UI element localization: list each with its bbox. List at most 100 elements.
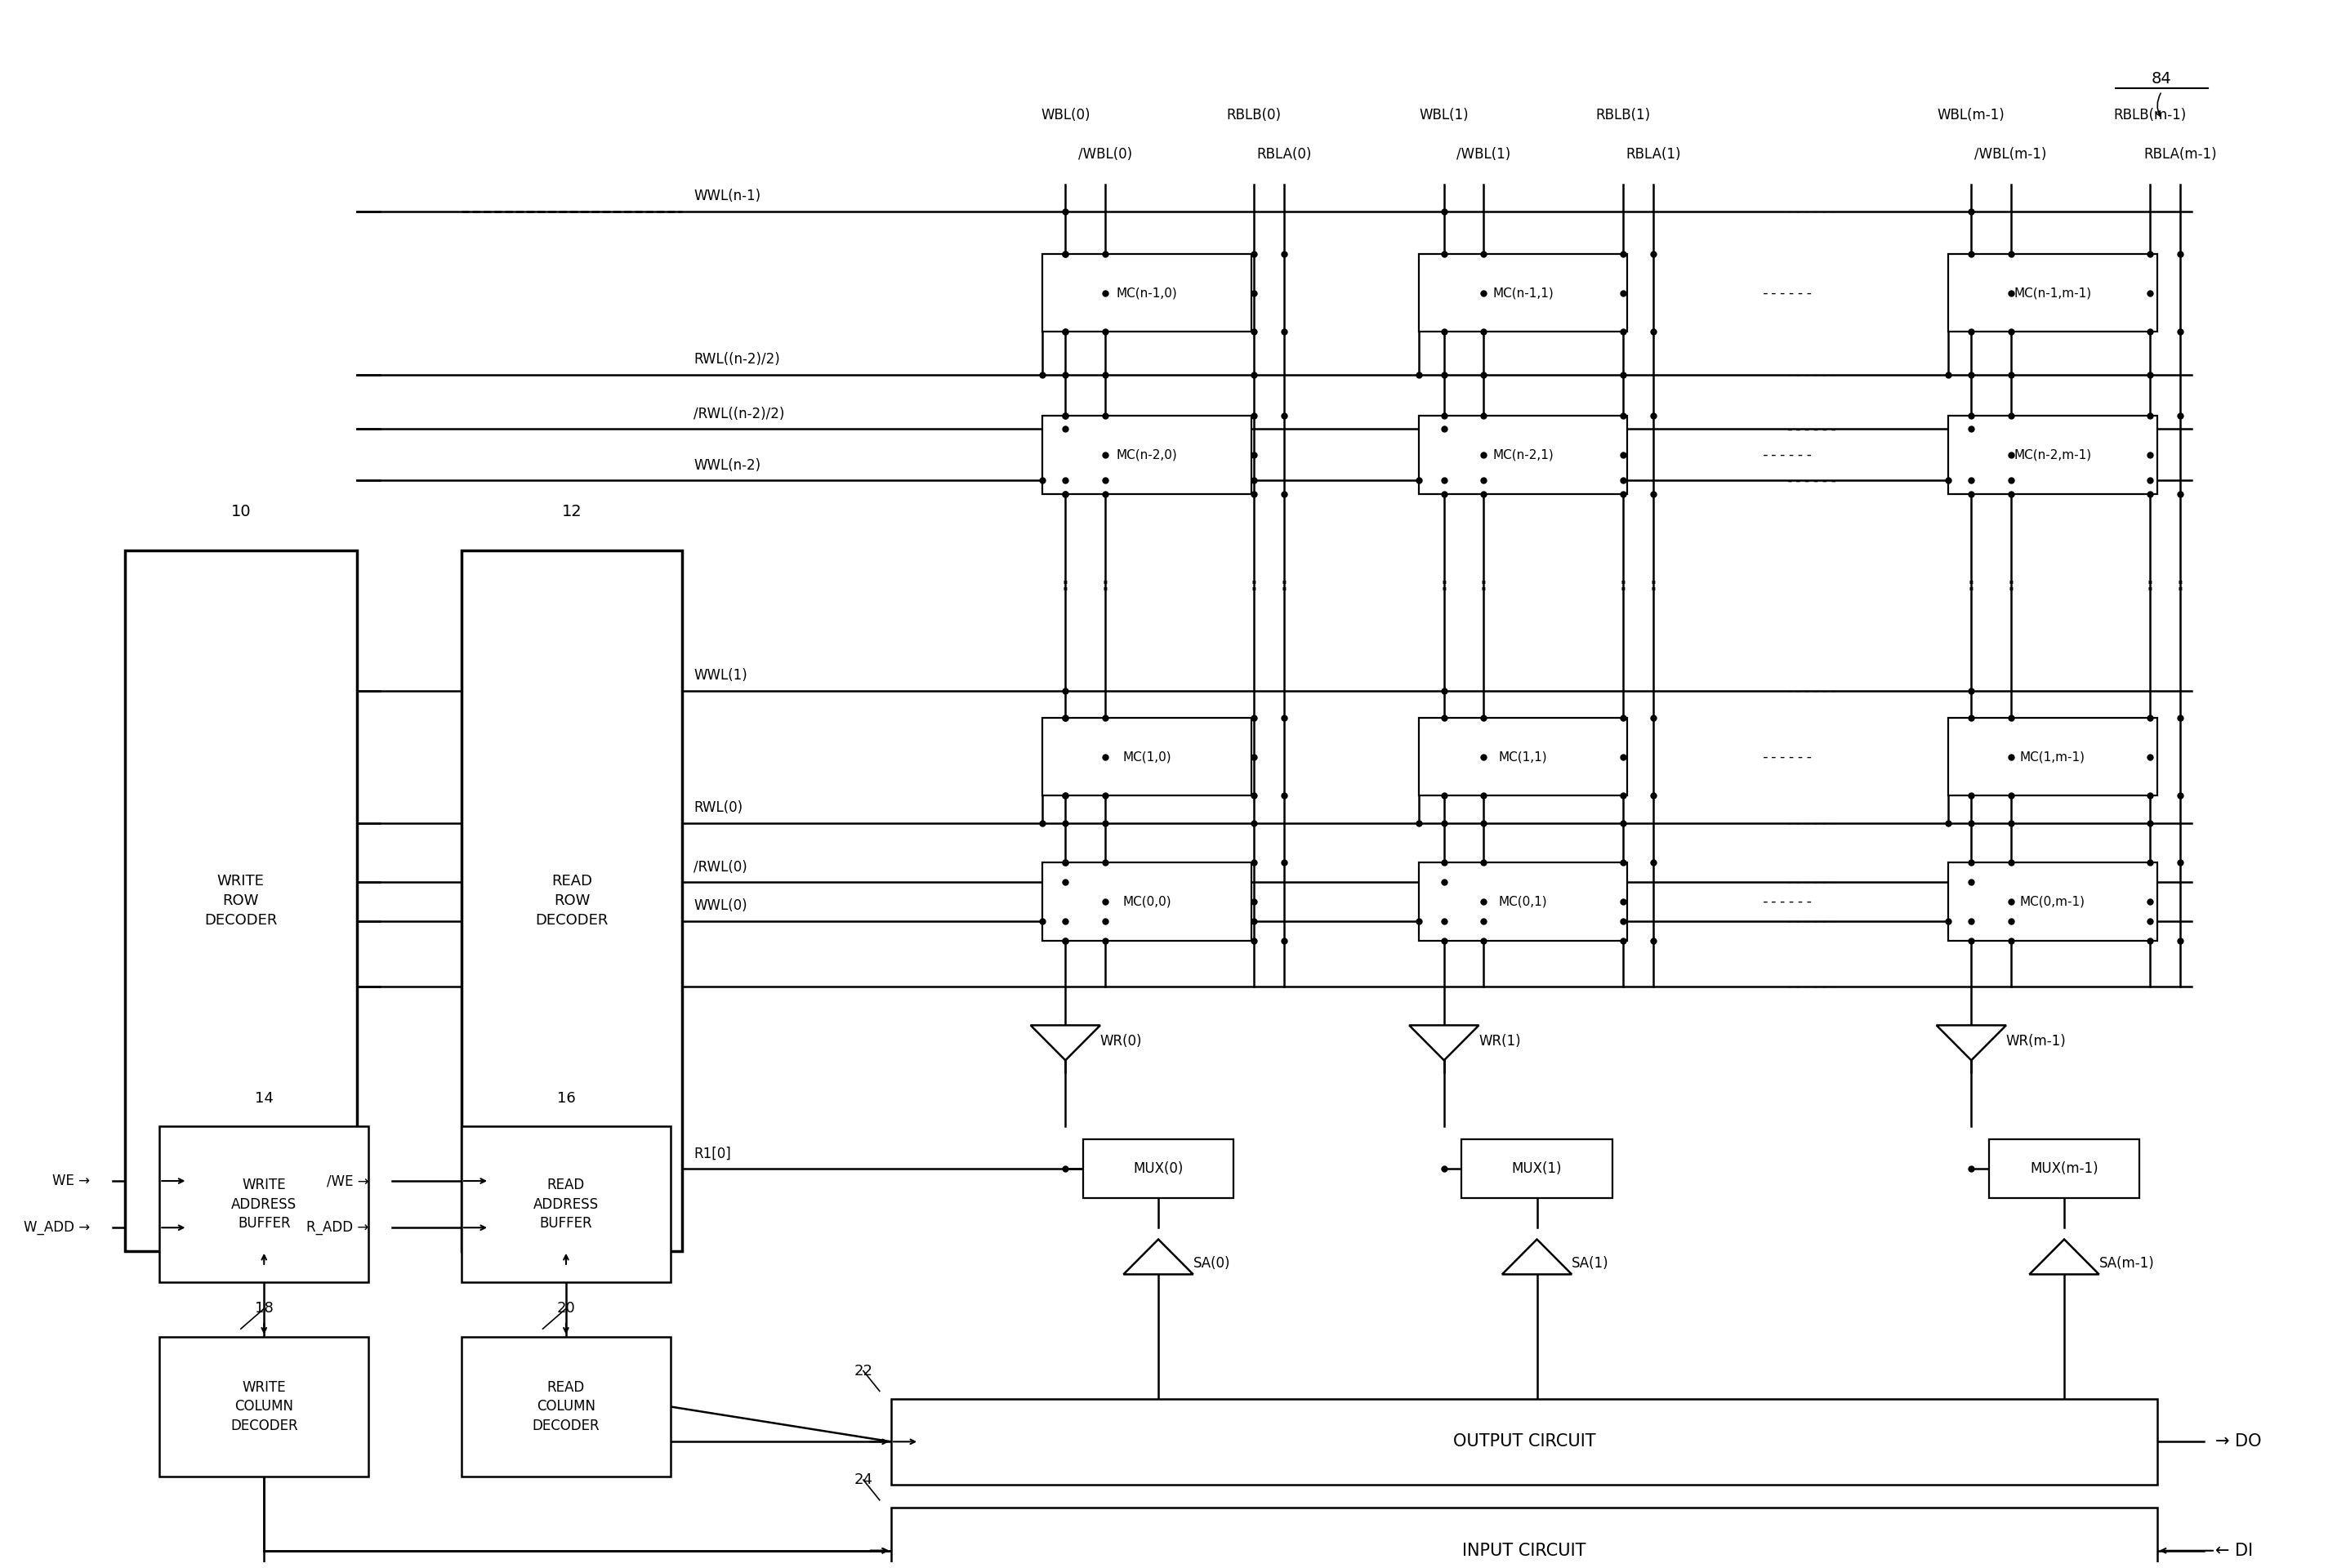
Bar bbox=[1042, 416, 1250, 494]
Text: ------: ------ bbox=[1785, 204, 1839, 218]
Text: MC(n-1,1): MC(n-1,1) bbox=[1493, 287, 1554, 299]
Bar bbox=[159, 1126, 369, 1283]
Text: 12: 12 bbox=[561, 503, 582, 519]
Text: 20: 20 bbox=[556, 1301, 575, 1316]
Bar bbox=[1419, 254, 1627, 332]
Text: MC(n-1,0): MC(n-1,0) bbox=[1117, 287, 1178, 299]
Text: WRITE
ROW
DECODER: WRITE ROW DECODER bbox=[203, 873, 278, 927]
Text: RWL((n-2)/2): RWL((n-2)/2) bbox=[694, 353, 781, 367]
Text: → DO: → DO bbox=[2215, 1433, 2262, 1450]
Text: ------: ------ bbox=[1785, 422, 1839, 436]
Text: ------: ------ bbox=[1785, 815, 1839, 831]
Text: ------: ------ bbox=[1762, 894, 1814, 909]
Text: :: : bbox=[1281, 577, 1288, 594]
Bar bbox=[1949, 416, 2157, 494]
Text: /RWL(0): /RWL(0) bbox=[694, 859, 748, 875]
Bar bbox=[159, 1336, 369, 1477]
Text: READ
COLUMN
DECODER: READ COLUMN DECODER bbox=[533, 1380, 601, 1433]
Text: WWL(1): WWL(1) bbox=[694, 668, 748, 682]
Text: RBLA(0): RBLA(0) bbox=[1257, 147, 1311, 162]
Text: /WBL(1): /WBL(1) bbox=[1456, 147, 1510, 162]
Text: SA(0): SA(0) bbox=[1194, 1256, 1229, 1270]
Text: WBL(1): WBL(1) bbox=[1419, 108, 1468, 122]
Text: R1[0]: R1[0] bbox=[694, 1146, 731, 1160]
Text: MUX(m-1): MUX(m-1) bbox=[2031, 1162, 2099, 1176]
Text: :: : bbox=[1968, 577, 1975, 594]
Text: WBL(0): WBL(0) bbox=[1040, 108, 1089, 122]
Text: :: : bbox=[2007, 577, 2014, 594]
Text: WBL(m-1): WBL(m-1) bbox=[1937, 108, 2005, 122]
Text: :: : bbox=[1620, 577, 1627, 594]
Text: MC(0,m-1): MC(0,m-1) bbox=[2019, 895, 2085, 908]
Bar bbox=[460, 1336, 671, 1477]
Text: MC(0,0): MC(0,0) bbox=[1122, 895, 1171, 908]
Text: 16: 16 bbox=[556, 1091, 575, 1105]
Text: W_ADD →: W_ADD → bbox=[23, 1220, 89, 1236]
Bar bbox=[1989, 1138, 2141, 1198]
Text: WWL(0): WWL(0) bbox=[694, 898, 748, 913]
Polygon shape bbox=[1503, 1239, 1573, 1275]
Bar bbox=[1949, 862, 2157, 941]
Text: ------: ------ bbox=[1785, 875, 1839, 889]
Text: RBLB(1): RBLB(1) bbox=[1596, 108, 1650, 122]
Text: ------: ------ bbox=[1785, 367, 1839, 383]
Text: MC(1,0): MC(1,0) bbox=[1122, 751, 1171, 764]
Text: ------: ------ bbox=[1785, 914, 1839, 928]
Bar bbox=[460, 550, 682, 1251]
Bar bbox=[460, 1126, 671, 1283]
Text: SA(m-1): SA(m-1) bbox=[2099, 1256, 2155, 1270]
Text: RBLB(0): RBLB(0) bbox=[1227, 108, 1281, 122]
Bar bbox=[1042, 254, 1250, 332]
Text: :: : bbox=[1250, 577, 1257, 594]
Text: 22: 22 bbox=[853, 1364, 872, 1378]
Text: /WE →: /WE → bbox=[327, 1173, 369, 1189]
Text: R_ADD →: R_ADD → bbox=[306, 1220, 369, 1236]
Text: 18: 18 bbox=[255, 1301, 273, 1316]
Bar bbox=[1082, 1138, 1234, 1198]
Text: SA(1): SA(1) bbox=[1573, 1256, 1610, 1270]
Text: 10: 10 bbox=[231, 503, 250, 519]
Text: MC(1,m-1): MC(1,m-1) bbox=[2019, 751, 2085, 764]
Text: WWL(n-2): WWL(n-2) bbox=[694, 458, 762, 472]
Bar bbox=[890, 1508, 2157, 1568]
Text: MUX(0): MUX(0) bbox=[1133, 1162, 1183, 1176]
Text: 84: 84 bbox=[2152, 71, 2171, 86]
Text: READ
ADDRESS
BUFFER: READ ADDRESS BUFFER bbox=[533, 1178, 598, 1231]
Text: MUX(1): MUX(1) bbox=[1512, 1162, 1561, 1176]
Text: MC(n-1,m-1): MC(n-1,m-1) bbox=[2014, 287, 2092, 299]
Text: MC(0,1): MC(0,1) bbox=[1498, 895, 1547, 908]
Text: MC(n-2,1): MC(n-2,1) bbox=[1493, 448, 1554, 461]
Text: :: : bbox=[2176, 577, 2185, 594]
Text: ------: ------ bbox=[1762, 285, 1814, 299]
Text: OUTPUT CIRCUIT: OUTPUT CIRCUIT bbox=[1454, 1433, 1596, 1450]
Text: MC(n-2,m-1): MC(n-2,m-1) bbox=[2014, 448, 2092, 461]
Text: WWL(n-1): WWL(n-1) bbox=[694, 188, 762, 204]
Bar bbox=[1419, 416, 1627, 494]
Text: READ
ROW
DECODER: READ ROW DECODER bbox=[535, 873, 608, 927]
Text: INPUT CIRCUIT: INPUT CIRCUIT bbox=[1463, 1543, 1587, 1559]
Text: RBLA(1): RBLA(1) bbox=[1627, 147, 1680, 162]
Bar bbox=[1042, 862, 1250, 941]
Text: ------: ------ bbox=[1762, 447, 1814, 463]
Text: RBLA(m-1): RBLA(m-1) bbox=[2143, 147, 2218, 162]
Text: /RWL((n-2)/2): /RWL((n-2)/2) bbox=[694, 406, 785, 422]
Polygon shape bbox=[1937, 1025, 2005, 1060]
Polygon shape bbox=[2029, 1239, 2099, 1275]
Bar bbox=[1419, 718, 1627, 795]
Text: WRITE
ADDRESS
BUFFER: WRITE ADDRESS BUFFER bbox=[231, 1178, 297, 1231]
Text: MC(1,1): MC(1,1) bbox=[1498, 751, 1547, 764]
Text: 14: 14 bbox=[255, 1091, 273, 1105]
Text: :: : bbox=[1061, 577, 1068, 594]
Text: /WBL(m-1): /WBL(m-1) bbox=[1975, 147, 2047, 162]
Text: WR(m-1): WR(m-1) bbox=[2005, 1033, 2066, 1047]
Text: :: : bbox=[1650, 577, 1657, 594]
Bar bbox=[1419, 862, 1627, 941]
Text: MC(n-2,0): MC(n-2,0) bbox=[1117, 448, 1178, 461]
Text: :: : bbox=[1440, 577, 1447, 594]
Text: :: : bbox=[1479, 577, 1486, 594]
Text: /WBL(0): /WBL(0) bbox=[1077, 147, 1131, 162]
Text: WR(0): WR(0) bbox=[1101, 1033, 1143, 1047]
Text: RWL(0): RWL(0) bbox=[694, 800, 743, 815]
Text: ------: ------ bbox=[1762, 750, 1814, 764]
Text: WR(1): WR(1) bbox=[1479, 1033, 1521, 1047]
